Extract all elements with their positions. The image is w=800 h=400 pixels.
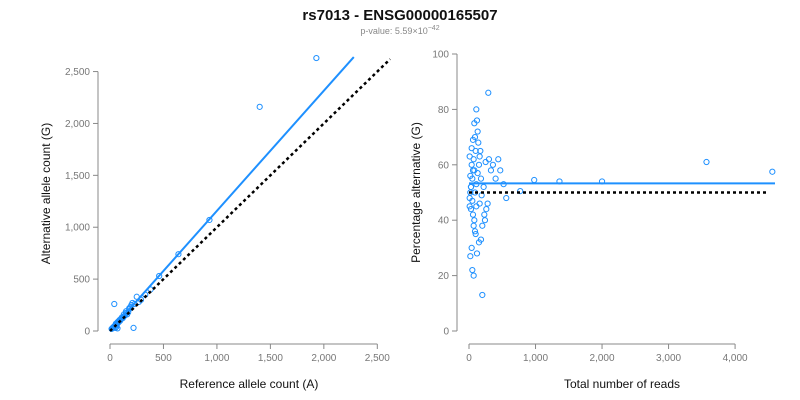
data-point bbox=[481, 211, 488, 218]
y-axis-label: Alternative allele count (G) bbox=[39, 123, 53, 264]
data-point bbox=[483, 206, 490, 213]
data-point bbox=[467, 206, 475, 213]
data-point bbox=[476, 153, 483, 160]
chart-subtitle: p-value: 5.59×10−42 bbox=[360, 25, 439, 36]
data-point bbox=[175, 251, 182, 258]
data-point bbox=[531, 176, 538, 184]
x-tick-label: 1,500 bbox=[258, 353, 283, 364]
data-point bbox=[475, 239, 483, 246]
percentage-alternative-scatter-plot: 0 1,000 2,000 3,000 4,000 0 20 40 60 80 100 Total n… bbox=[409, 50, 776, 391]
x-axis-label: Total number of reads bbox=[564, 377, 680, 391]
x-axis-label: Reference allele count (A) bbox=[180, 377, 319, 391]
data-point bbox=[476, 200, 483, 207]
data-point bbox=[472, 230, 479, 238]
data-point bbox=[471, 167, 478, 174]
pvalue-text: p-value: 5.59×10 bbox=[360, 26, 427, 36]
y-tick-label: 80 bbox=[438, 105, 450, 116]
y-tick-label: 2,000 bbox=[65, 119, 90, 130]
reference-line bbox=[109, 58, 392, 332]
data-point bbox=[485, 89, 492, 96]
data-point bbox=[475, 139, 482, 146]
regression-line bbox=[109, 56, 355, 332]
y-tick-label: 60 bbox=[438, 160, 450, 171]
data-point bbox=[481, 217, 489, 224]
data-point bbox=[469, 197, 476, 204]
data-point bbox=[256, 103, 263, 110]
data-point bbox=[474, 128, 481, 135]
data-point bbox=[484, 200, 491, 207]
data-point bbox=[497, 167, 504, 174]
x-tick-label: 2,000 bbox=[590, 353, 615, 364]
data-point bbox=[468, 161, 475, 168]
data-point bbox=[477, 175, 485, 182]
x-tick-label: 0 bbox=[466, 353, 472, 364]
data-point bbox=[467, 253, 474, 260]
data-point bbox=[156, 272, 163, 280]
data-point bbox=[487, 167, 495, 174]
pvalue-exponent: −42 bbox=[428, 25, 440, 32]
data-point bbox=[480, 183, 487, 191]
data-point bbox=[469, 136, 477, 143]
data-point bbox=[703, 158, 710, 166]
data-point bbox=[468, 244, 475, 251]
data-point bbox=[479, 291, 486, 299]
data-point bbox=[313, 54, 320, 62]
data-point bbox=[492, 175, 499, 182]
data-point bbox=[467, 183, 475, 191]
allele-count-scatter-plot: 0 500 1,000 1,500 2,000 2,500 0 500 1,000 1,500 2,… bbox=[39, 54, 392, 391]
x-tick-label: 2,500 bbox=[365, 353, 390, 364]
data-point bbox=[468, 145, 475, 152]
data-point bbox=[470, 272, 477, 279]
data-point bbox=[466, 153, 473, 160]
data-point bbox=[473, 250, 481, 257]
data-point bbox=[517, 188, 524, 195]
data-point bbox=[111, 300, 118, 308]
x-tick-label: 500 bbox=[155, 353, 172, 364]
x-tick-label: 0 bbox=[107, 353, 113, 364]
x-tick-label: 1,000 bbox=[204, 353, 229, 364]
data-point bbox=[206, 216, 213, 224]
data-point bbox=[114, 325, 121, 332]
y-tick-label: 2,500 bbox=[65, 67, 90, 78]
data-point bbox=[475, 161, 483, 168]
data-point bbox=[479, 222, 486, 229]
data-point bbox=[473, 203, 480, 210]
y-tick-label: 0 bbox=[84, 327, 90, 338]
data-point bbox=[471, 120, 478, 127]
x-tick-label: 4,000 bbox=[723, 353, 748, 364]
chart-title: rs7013 - ENSG00000165507 bbox=[302, 7, 497, 24]
data-point bbox=[489, 161, 497, 168]
data-point bbox=[469, 266, 476, 274]
y-tick-label: 0 bbox=[443, 327, 449, 338]
x-tick-label: 1,000 bbox=[523, 353, 548, 364]
y-tick-label: 100 bbox=[432, 50, 449, 61]
data-point bbox=[467, 172, 474, 179]
data-point bbox=[474, 170, 481, 177]
y-tick-label: 40 bbox=[438, 216, 450, 227]
data-point bbox=[495, 156, 502, 163]
data-point bbox=[469, 211, 477, 218]
y-tick-label: 1,000 bbox=[65, 223, 90, 234]
y-tick-label: 20 bbox=[438, 271, 450, 282]
data-point bbox=[471, 217, 478, 224]
y-tick-label: 500 bbox=[73, 275, 90, 286]
x-tick-label: 2,000 bbox=[311, 353, 336, 364]
data-point bbox=[470, 222, 477, 229]
data-point bbox=[471, 228, 479, 235]
data-point bbox=[473, 106, 480, 113]
data-point bbox=[130, 324, 137, 331]
x-tick-label: 3,000 bbox=[656, 353, 681, 364]
data-point bbox=[482, 158, 489, 166]
y-tick-label: 1,500 bbox=[65, 171, 90, 182]
y-axis-label: Percentage alternative (G) bbox=[409, 122, 423, 263]
data-point bbox=[485, 156, 493, 163]
data-point bbox=[769, 168, 776, 175]
data-point bbox=[503, 194, 510, 202]
